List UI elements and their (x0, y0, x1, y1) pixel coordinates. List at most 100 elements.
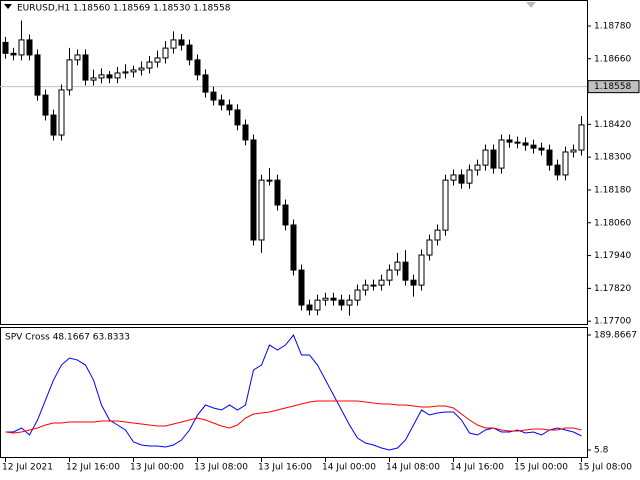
candle-body (362, 284, 369, 291)
x-tick-label: 15 Jul 00:00 (514, 463, 568, 473)
price-label: 1.18558 (594, 82, 631, 92)
candle-body (458, 174, 465, 184)
x-tick-label: 13 Jul 16:00 (258, 463, 312, 473)
candle-body (90, 77, 97, 81)
candle-body (26, 39, 33, 56)
candle-body (274, 179, 281, 206)
candle-body (82, 54, 89, 81)
y-tick-label: 1.18060 (594, 218, 631, 228)
x-tick-label: 14 Jul 08:00 (386, 463, 440, 473)
candle-body (178, 39, 185, 46)
candle-body (42, 94, 49, 116)
candle-body (202, 74, 209, 93)
y-tick-label: 1.17700 (594, 317, 631, 327)
candle-body (146, 61, 153, 69)
x-tick-label: 13 Jul 08:00 (194, 463, 248, 473)
candle-body (426, 239, 433, 256)
candle-body (442, 179, 449, 231)
candle-body (338, 299, 345, 306)
y-tick-label: 1.17820 (594, 284, 631, 294)
price-label-box (587, 80, 640, 94)
candle-body (354, 289, 361, 301)
candle-body (218, 99, 225, 106)
candle-body (170, 39, 177, 49)
y-tick-label: 1.18780 (594, 21, 631, 31)
candle-body (114, 72, 121, 79)
candle-body (98, 74, 105, 79)
x-tick-label: 14 Jul 00:00 (322, 463, 376, 473)
candle-body (402, 261, 409, 281)
y-tick-label: 1.18420 (594, 120, 631, 130)
candle-body (466, 169, 473, 184)
candle-body (18, 39, 25, 56)
candle-body (370, 284, 377, 287)
candle-body (330, 297, 337, 301)
x-tick-label: 12 Jul 16:00 (66, 463, 120, 473)
candle-body (530, 144, 537, 149)
candle-body (434, 229, 441, 241)
candle-body (298, 269, 305, 306)
candle-body (570, 149, 577, 153)
candle-body (2, 41, 9, 54)
candle-body (66, 59, 73, 91)
candle-body (554, 164, 561, 176)
candle-body (130, 69, 137, 73)
candle-body (482, 149, 489, 166)
y-tick-label: 189.8667 (594, 331, 637, 341)
candle-body (522, 142, 529, 146)
candle-body (242, 124, 249, 141)
candle-body (306, 304, 313, 311)
candle-body (34, 54, 41, 96)
candle-body (138, 67, 145, 71)
candle-body (410, 279, 417, 286)
candle-body (322, 297, 329, 301)
candle-body (562, 151, 569, 176)
indicator-frame (0, 327, 588, 458)
candle-body (578, 124, 585, 151)
candle-body (506, 139, 513, 143)
candle-body (498, 139, 505, 169)
candle-body (546, 149, 553, 166)
candle-body (282, 204, 289, 226)
candle-body (194, 59, 201, 76)
candle-body (58, 89, 65, 136)
candle-body (378, 279, 385, 286)
candle-body (314, 299, 321, 311)
candle-body (210, 91, 217, 101)
candle-body (538, 147, 545, 151)
candle-body (162, 47, 169, 59)
candle-body (514, 141, 521, 144)
candle-body (394, 261, 401, 271)
x-tick-label: 12 Jul 2021 (2, 463, 53, 473)
y-tick-label: 1.17940 (594, 251, 631, 261)
candle-body (10, 52, 17, 56)
indicator-line (5, 400, 582, 434)
candle-body (266, 179, 273, 182)
y-tick-label: 1.18660 (594, 54, 631, 64)
candle-body (106, 74, 113, 79)
y-tick-label: 5.8 (594, 446, 609, 456)
shift-marker[interactable] (526, 2, 536, 8)
candle-body (386, 269, 393, 281)
candle-body (474, 164, 481, 171)
candle-body (234, 109, 241, 126)
indicator-line (5, 334, 582, 451)
x-tick-label: 14 Jul 16:00 (450, 463, 504, 473)
x-tick-label: 15 Jul 08:00 (578, 463, 632, 473)
indicator-title: SPV Cross 48.1667 63.8333 (5, 333, 130, 343)
y-tick-label: 1.18300 (594, 153, 631, 163)
menu-arrow[interactable] (4, 4, 12, 9)
candle-body (226, 104, 233, 111)
candle-body (186, 44, 193, 61)
main-title: EURUSD,H1 1.18560 1.18569 1.18530 1.1855… (17, 4, 231, 14)
candle-body (290, 224, 297, 271)
candle-body (346, 299, 353, 306)
candle-body (50, 114, 57, 136)
y-tick-label: 1.18180 (594, 185, 631, 195)
candle-body (258, 179, 265, 241)
candle-body (122, 71, 129, 74)
candle-body (450, 174, 457, 181)
candle-body (250, 139, 257, 241)
candle-body (490, 149, 497, 169)
